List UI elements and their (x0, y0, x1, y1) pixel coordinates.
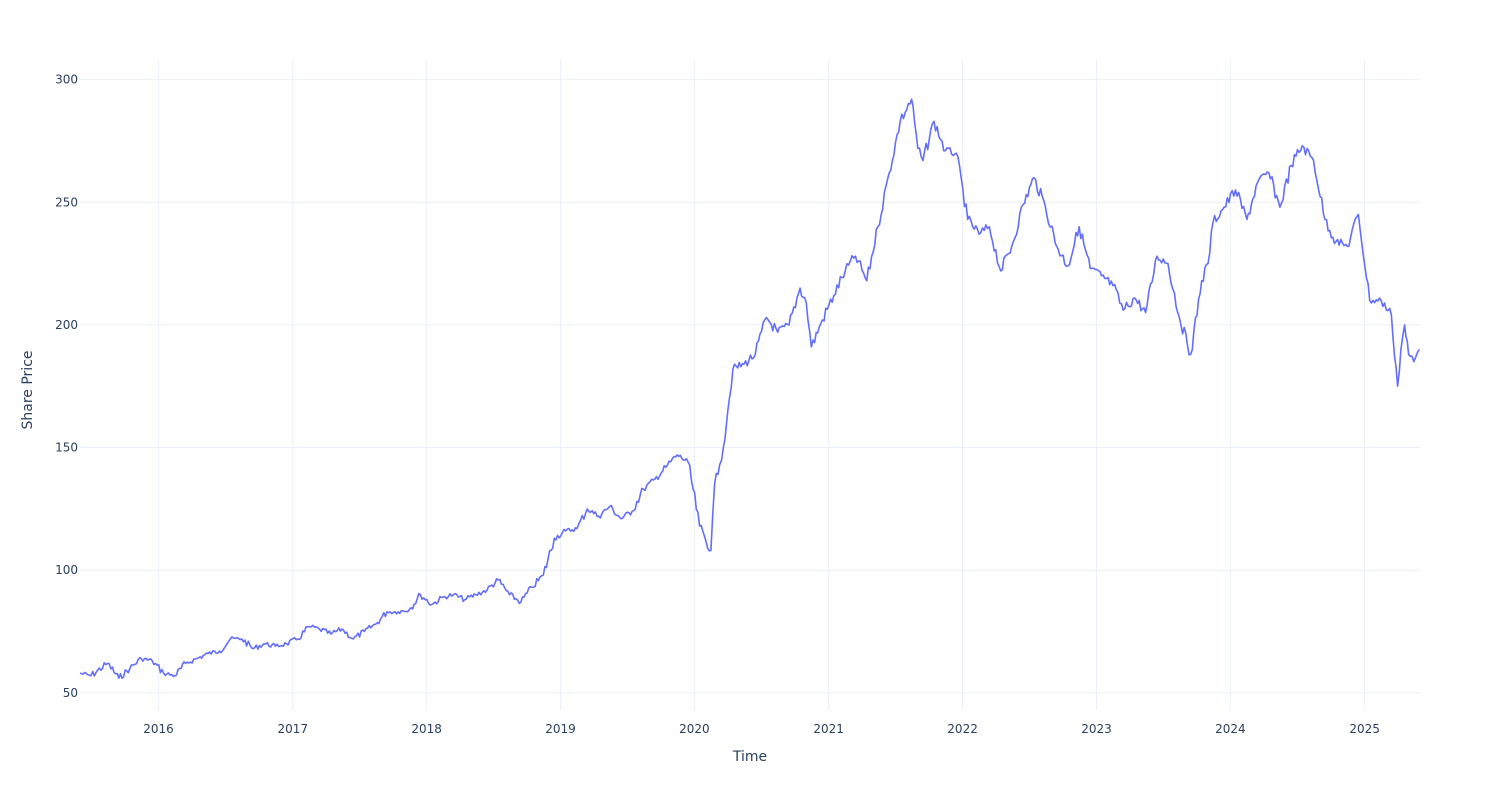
x-tick-label: 2020 (679, 722, 710, 736)
y-tick-label: 150 (55, 441, 78, 455)
y-tick-label: 200 (55, 318, 78, 332)
y-tick-labels: 50 100 150 200 250 300 (55, 73, 78, 700)
x-tick-label: 2022 (947, 722, 978, 736)
x-gridlines (157, 60, 1366, 710)
series-line (79, 98, 1420, 679)
series-group (79, 98, 1420, 679)
x-tick-label: 2023 (1081, 722, 1112, 736)
x-tick-labels: 2016 2017 2018 2019 2020 2021 2022 2023 2024 2025 (143, 722, 1380, 736)
x-tick-label: 2021 (813, 722, 844, 736)
x-tick-label: 2016 (143, 722, 174, 736)
y-tick-label: 50 (63, 686, 78, 700)
y-gridlines (80, 79, 1420, 694)
x-tick-label: 2024 (1215, 722, 1246, 736)
x-tick-label: 2025 (1349, 722, 1380, 736)
y-axis-title: Share Price (20, 350, 36, 429)
y-tick-label: 250 (55, 195, 78, 209)
x-axis-title: Time (732, 749, 767, 765)
x-tick-label: 2017 (277, 722, 308, 736)
x-tick-label: 2018 (411, 722, 442, 736)
y-tick-label: 100 (55, 563, 78, 577)
x-tick-label: 2019 (545, 722, 576, 736)
y-tick-label: 300 (55, 73, 78, 87)
